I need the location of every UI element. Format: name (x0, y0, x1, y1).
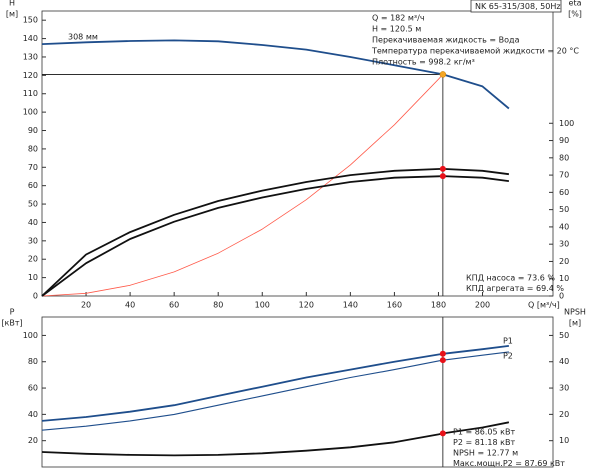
duty-marker (439, 430, 446, 437)
y-tick-label: 80 (28, 144, 38, 153)
y-tick-label: 40 (28, 218, 38, 227)
y-tick-label: 70 (28, 163, 38, 172)
series-label: P2 (503, 351, 513, 360)
y2-tick-label: 70 (559, 171, 569, 180)
y-tick-label: 60 (28, 384, 38, 393)
y2-axis-label: [%] (568, 10, 582, 19)
series-line (41, 421, 510, 457)
y-axis-label: P (10, 308, 15, 317)
x-tick-label: 40 (125, 301, 135, 310)
note-text: КПД агрегата = 69.4 % (466, 284, 564, 293)
series-line (41, 175, 510, 297)
duty-marker (439, 357, 446, 364)
series-line (41, 74, 444, 297)
y2-tick-label: 100 (559, 119, 574, 128)
series-line (41, 345, 510, 422)
y2-axis-label: [м] (569, 319, 581, 328)
info-text: Q = 182 м³/ч (372, 14, 425, 23)
y-tick-label: 20 (28, 436, 38, 445)
series-label: P1 (503, 336, 513, 345)
y2-tick-label: 80 (559, 153, 569, 162)
y-tick-label: 110 (23, 89, 38, 98)
y-axis-label: H (9, 0, 15, 8)
y-tick-label: 80 (28, 357, 38, 366)
x-tick-label: 80 (213, 301, 223, 310)
info-text: Перекачиваемая жидкость = Вода (372, 36, 520, 45)
note-text: P1 = 86.05 кВт (453, 428, 515, 437)
y-tick-label: 120 (23, 71, 38, 80)
note-text: NPSH = 12.77 м (453, 449, 518, 458)
x-tick-label: 20 (81, 301, 91, 310)
y2-tick-label: 10 (559, 274, 569, 283)
plot-frame (41, 316, 554, 468)
series-label: 308 мм (68, 33, 98, 42)
x-tick-label: 200 (475, 301, 490, 310)
duty-marker (439, 350, 446, 357)
y-axis-label: [кВт] (1, 319, 22, 328)
y2-tick-label: 30 (559, 384, 569, 393)
note-text: Макс.мощн.P2 = 87.69 кВт (453, 459, 565, 468)
duty-marker (439, 165, 446, 172)
y2-tick-label: 20 (559, 257, 569, 266)
y-tick-label: 90 (28, 126, 38, 135)
x-tick-label: 100 (255, 301, 270, 310)
info-text: Плотность = 998.2 кг/м³ (372, 58, 475, 67)
x-tick-label: 140 (343, 301, 358, 310)
plot-frame (41, 10, 554, 297)
y2-axis-label: NPSH (564, 308, 586, 317)
x-tick-label: 180 (431, 301, 446, 310)
y2-tick-label: 60 (559, 188, 569, 197)
y2-tick-label: 10 (559, 436, 569, 445)
series-line (41, 168, 510, 297)
y2-tick-label: 50 (559, 331, 569, 340)
y-tick-label: 130 (23, 52, 38, 61)
y-tick-label: 100 (23, 331, 38, 340)
y2-tick-label: 50 (559, 205, 569, 214)
y-tick-label: 60 (28, 181, 38, 190)
y2-tick-label: 40 (559, 357, 569, 366)
info-text: H = 120.5 м (372, 25, 421, 34)
y2-tick-label: 0 (559, 292, 564, 301)
note-text: P2 = 81.18 кВт (453, 438, 515, 447)
y2-tick-label: 20 (559, 410, 569, 419)
y-tick-label: 100 (23, 108, 38, 117)
y-tick-label: 50 (28, 200, 38, 209)
duty-marker (439, 71, 447, 78)
y2-axis-label: eta (569, 0, 582, 8)
y2-tick-label: 40 (559, 222, 569, 231)
x-axis-label: Q [м³/ч] (528, 301, 560, 310)
x-tick-label: 160 (387, 301, 402, 310)
y2-tick-label: 30 (559, 240, 569, 249)
series-line (41, 351, 509, 431)
y2-tick-label: 90 (559, 136, 569, 145)
x-tick-label: 60 (169, 301, 179, 310)
y-tick-label: 0 (33, 292, 38, 301)
y-tick-label: 10 (28, 273, 38, 282)
duty-marker (439, 173, 446, 180)
y-tick-label: 140 (23, 34, 38, 43)
title-box (470, 0, 562, 13)
y-tick-label: 20 (28, 255, 38, 264)
y-tick-label: 30 (28, 236, 38, 245)
y-tick-label: 150 (23, 16, 38, 25)
note-text: КПД насоса = 73.6 % (466, 274, 555, 283)
x-tick-label: 120 (299, 301, 314, 310)
chart-title: NK 65-315/308, 50Hz (475, 2, 561, 11)
y-axis-label: [м] (6, 10, 18, 19)
y-tick-label: 40 (28, 410, 38, 419)
info-text: Температура перекачиваемой жидкости = 20… (371, 47, 579, 56)
